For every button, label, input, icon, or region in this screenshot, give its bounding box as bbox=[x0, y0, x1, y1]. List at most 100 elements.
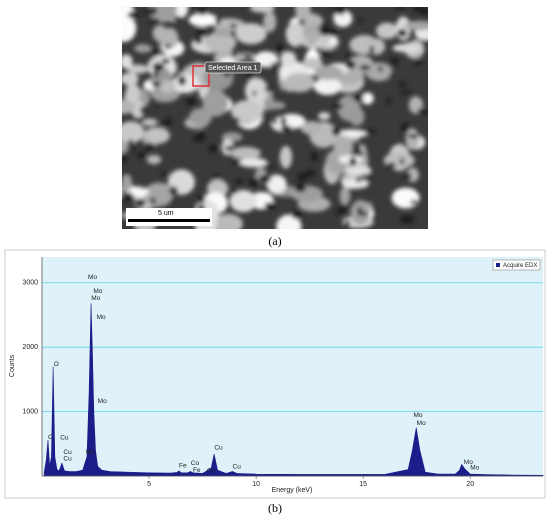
grain bbox=[229, 190, 258, 213]
grain bbox=[144, 127, 170, 144]
pore bbox=[344, 219, 351, 228]
grain bbox=[146, 154, 162, 165]
grain bbox=[365, 62, 393, 82]
pore bbox=[230, 188, 239, 194]
pore bbox=[369, 45, 375, 55]
peak-label: Cu bbox=[63, 456, 72, 463]
grain bbox=[235, 23, 267, 45]
pore bbox=[333, 103, 343, 110]
pore bbox=[356, 176, 362, 183]
grain bbox=[392, 43, 421, 53]
pore bbox=[154, 103, 160, 108]
pore bbox=[198, 129, 205, 140]
pore bbox=[224, 145, 235, 151]
pore bbox=[335, 7, 346, 15]
pore bbox=[359, 64, 371, 71]
peak-label: Fe bbox=[193, 467, 201, 474]
grain bbox=[263, 11, 277, 33]
pore bbox=[402, 215, 415, 224]
grain bbox=[342, 178, 369, 189]
x-axis-label: Energy (keV) bbox=[272, 487, 313, 494]
y-axis-label: Counts bbox=[9, 354, 16, 377]
grain bbox=[339, 186, 351, 206]
grain bbox=[266, 174, 287, 194]
grain bbox=[391, 187, 420, 209]
pore bbox=[354, 143, 361, 153]
pore bbox=[164, 43, 171, 50]
peak-label: Co bbox=[191, 460, 200, 467]
scale-bar-label: 5 um bbox=[158, 210, 174, 217]
pore bbox=[319, 26, 332, 36]
peak-label: Mo bbox=[417, 420, 426, 427]
peak-label: Mo bbox=[98, 398, 107, 405]
pore bbox=[271, 62, 277, 72]
grain bbox=[300, 121, 323, 135]
y-tick-label: 3000 bbox=[22, 280, 38, 287]
grain bbox=[202, 89, 229, 117]
pore bbox=[386, 162, 396, 169]
pore bbox=[150, 197, 156, 205]
peak-label: Mo bbox=[464, 459, 473, 466]
pore bbox=[396, 7, 406, 10]
pore bbox=[417, 107, 428, 114]
pore bbox=[229, 23, 238, 28]
pore bbox=[404, 172, 412, 181]
pore bbox=[357, 206, 362, 216]
pore bbox=[264, 86, 274, 92]
pore bbox=[280, 125, 292, 133]
pore bbox=[151, 81, 162, 87]
pore bbox=[310, 151, 318, 162]
pore bbox=[294, 183, 306, 193]
pore bbox=[149, 18, 160, 24]
grain bbox=[249, 7, 275, 13]
pore bbox=[397, 29, 408, 38]
grain bbox=[230, 146, 262, 160]
grain bbox=[189, 107, 212, 127]
pore bbox=[272, 118, 278, 124]
grain bbox=[284, 72, 315, 93]
grains bbox=[122, 7, 428, 229]
peak-label: Cu bbox=[233, 464, 242, 471]
grain bbox=[313, 77, 342, 95]
pore bbox=[349, 156, 357, 167]
pore bbox=[215, 15, 221, 25]
pore bbox=[353, 151, 364, 157]
pore bbox=[160, 120, 173, 126]
grain bbox=[280, 51, 297, 67]
grain bbox=[405, 128, 420, 151]
grain bbox=[306, 32, 317, 45]
grain bbox=[318, 112, 331, 121]
pore bbox=[248, 177, 260, 187]
pore bbox=[161, 171, 169, 176]
pore bbox=[399, 157, 405, 165]
x-tick-label: 5 bbox=[147, 481, 151, 488]
pore bbox=[378, 65, 383, 73]
selection-tag bbox=[204, 61, 262, 74]
pore bbox=[122, 192, 134, 202]
pore bbox=[208, 144, 218, 153]
peak-label: Cu bbox=[63, 449, 72, 456]
pore bbox=[389, 73, 394, 78]
grain bbox=[122, 72, 139, 85]
peak-label: Fe bbox=[179, 463, 187, 470]
selection-label: Selected Area 1 bbox=[208, 65, 258, 72]
grain bbox=[213, 26, 232, 38]
pore bbox=[127, 139, 134, 145]
pore bbox=[358, 18, 363, 24]
peak-label: O bbox=[54, 361, 59, 368]
selection-box bbox=[192, 65, 210, 87]
grain bbox=[231, 99, 264, 123]
pore bbox=[299, 19, 306, 25]
grain bbox=[349, 35, 379, 55]
peak-label: Cu bbox=[60, 435, 69, 442]
pore bbox=[233, 117, 240, 124]
pore bbox=[232, 158, 240, 165]
pore bbox=[122, 189, 126, 195]
pore bbox=[406, 37, 414, 44]
x-tick-label: 15 bbox=[359, 481, 367, 488]
pore bbox=[152, 62, 165, 71]
peak-label: Mo bbox=[91, 295, 100, 302]
pore bbox=[275, 43, 285, 54]
